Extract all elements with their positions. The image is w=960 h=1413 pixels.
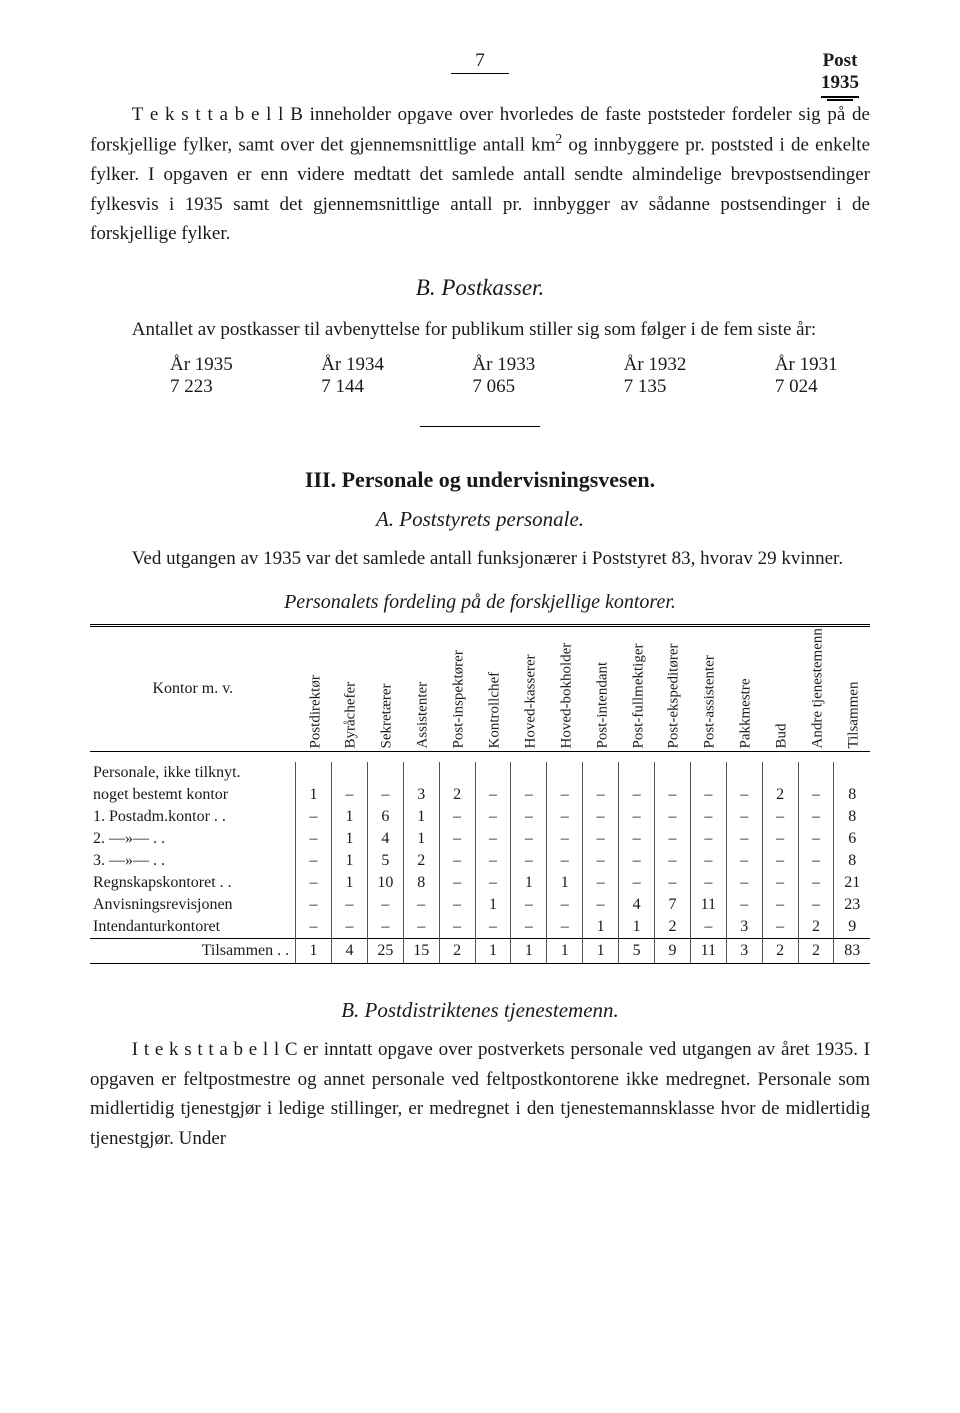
table-row: Intendanturkontoret––––––––112–3–29 bbox=[90, 916, 870, 939]
table-row: noget bestemt kontor1––32––––––––2–8 bbox=[90, 784, 870, 806]
post-label: Post bbox=[810, 50, 870, 72]
table-caption: Personalets fordeling på de forskjellige… bbox=[90, 591, 870, 614]
divider bbox=[420, 426, 540, 427]
intro-paragraph: T e k s t t a b e l l B inneholder opgav… bbox=[90, 100, 870, 249]
years-table: År 1935 År 1934 År 1933 År 1932 År 1931 … bbox=[170, 354, 870, 398]
table-row: 2. —»— . .–141–––––––––––6 bbox=[90, 828, 870, 850]
para-a: Ved utgangen av 1935 var det samlede ant… bbox=[90, 544, 870, 573]
personnel-table: Kontor m. v. Postdirektør Byråchefer Sek… bbox=[90, 624, 870, 964]
page-number: 7 bbox=[451, 50, 509, 74]
table-row: 3. —»— . .–152–––––––––––8 bbox=[90, 850, 870, 872]
table-row: Anvisningsrevisjonen–––––1–––4711–––23 bbox=[90, 894, 870, 916]
heading-sub-a: A. Poststyrets personale. bbox=[90, 507, 870, 532]
table-row: Personale, ikke tilknyt. bbox=[90, 762, 870, 784]
year-label: 1935 bbox=[821, 72, 859, 94]
table-total-row: Tilsammen . .14251521111591132283 bbox=[90, 939, 870, 964]
para-b: I t e k s t t a b e l l C er inntatt opg… bbox=[90, 1035, 870, 1153]
table-row: 1. Postadm.kontor . .–161–––––––––––8 bbox=[90, 806, 870, 828]
table-row: Regnskapskontoret . .–1108––11–––––––21 bbox=[90, 872, 870, 894]
col-kontor: Kontor m. v. bbox=[90, 626, 296, 752]
heading-sub-b: B. Postdistriktenes tjenestemenn. bbox=[90, 998, 870, 1023]
postkasser-paragraph: Antallet av postkasser til avbenyttelse … bbox=[90, 315, 870, 344]
heading-roman-iii: III. Personale og undervisningsvesen. bbox=[90, 467, 870, 493]
heading-postkasser: B. Postkasser. bbox=[90, 275, 870, 301]
